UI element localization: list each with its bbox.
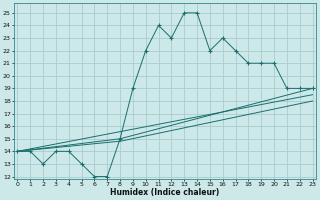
X-axis label: Humidex (Indice chaleur): Humidex (Indice chaleur) [110, 188, 220, 197]
